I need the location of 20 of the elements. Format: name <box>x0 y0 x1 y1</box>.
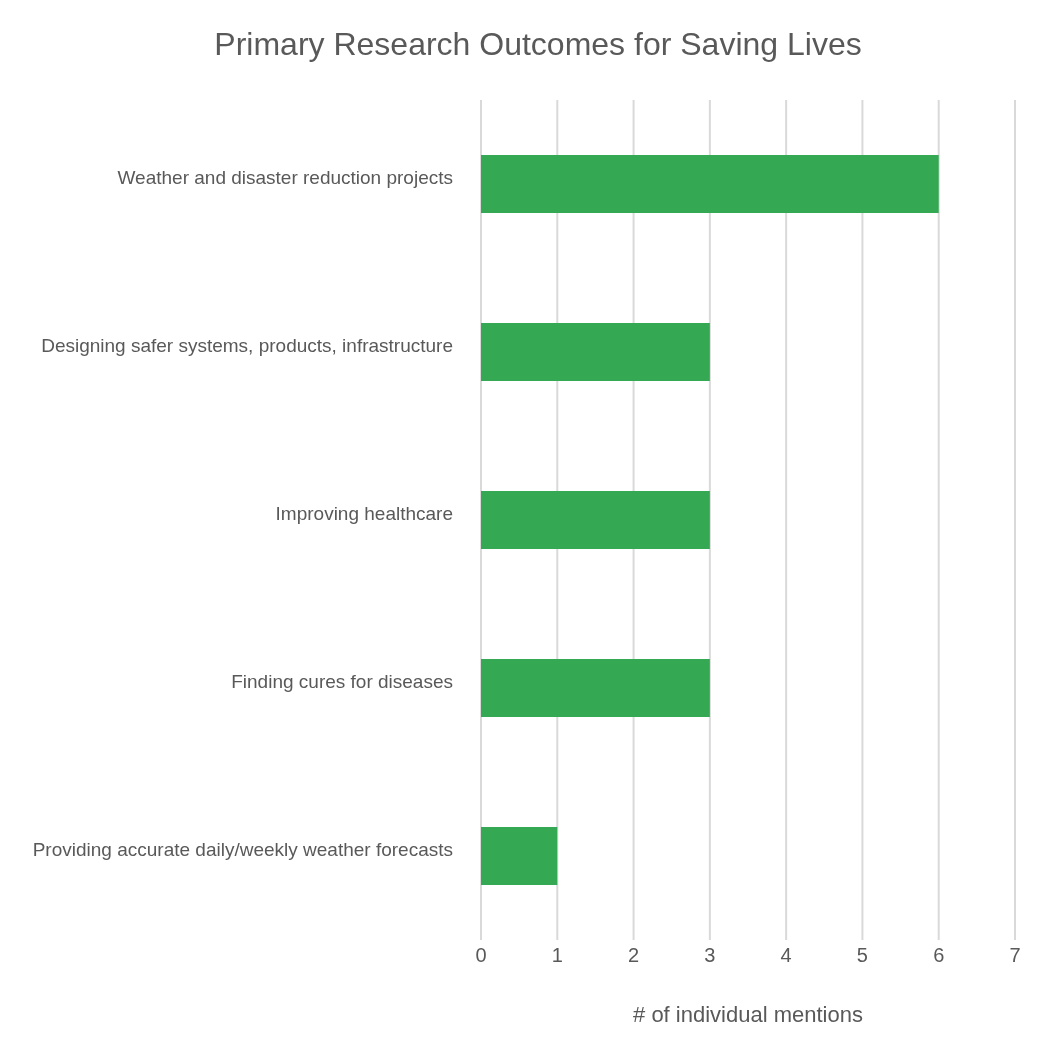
y-tick-label: Weather and disaster reduction projects <box>117 167 453 188</box>
x-tick-label: 1 <box>551 944 563 967</box>
bar <box>481 827 558 885</box>
y-tick-label: Improving healthcare <box>275 503 453 524</box>
y-tick-label: Finding cures for diseases <box>231 671 453 692</box>
bar <box>481 491 710 549</box>
x-tick-label: 6 <box>933 944 945 967</box>
bar <box>481 323 710 381</box>
x-tick-label: 7 <box>1009 944 1021 967</box>
y-tick-label: Designing safer systems, products, infrastructure <box>41 335 453 356</box>
x-tick-label: 3 <box>704 944 716 967</box>
chart-title: Primary Research Outcomes for Saving Lives <box>213 26 863 63</box>
x-tick-label: 0 <box>475 944 487 967</box>
x-tick-label: 4 <box>780 944 792 967</box>
x-tick-label: 5 <box>856 944 868 967</box>
bar <box>481 659 710 717</box>
x-tick-label: 2 <box>628 944 640 967</box>
y-tick-label: Providing accurate daily/weekly weather forecasts <box>32 839 453 860</box>
x-axis-title: # of individual mentions <box>633 1002 863 1027</box>
bar <box>481 155 939 213</box>
